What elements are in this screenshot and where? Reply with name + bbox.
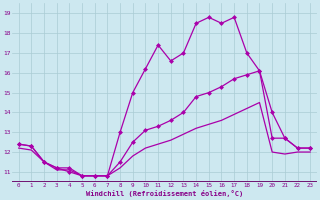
X-axis label: Windchill (Refroidissement éolien,°C): Windchill (Refroidissement éolien,°C) — [86, 190, 243, 197]
